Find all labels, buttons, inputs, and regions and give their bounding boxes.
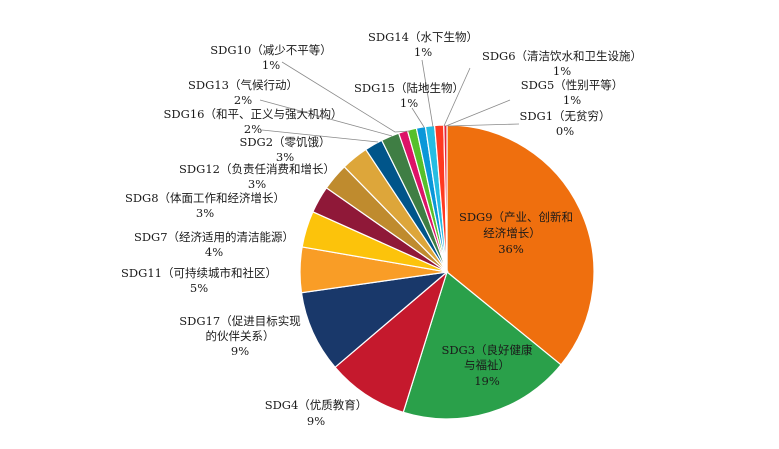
pie-slice-sdg1 xyxy=(443,124,448,273)
label-sdg16-pct: 2% xyxy=(244,122,262,136)
label-sdg6-line1: SDG6（清洁饮水和卫生设施） xyxy=(482,49,642,63)
label-sdg10-line1: SDG10（减少不平等） xyxy=(210,43,331,57)
label-sdg17-pct: 9% xyxy=(231,344,249,358)
label-sdg3-line1: SDG3（良好健康 xyxy=(441,343,533,357)
label-sdg3-pct: 19% xyxy=(474,374,500,388)
label-sdg7-line1: SDG7（经济适用的清洁能源） xyxy=(134,230,294,244)
leader-sdg14 xyxy=(421,59,434,128)
label-sdg3-line2: 与福祉） xyxy=(464,358,510,372)
pie-slice-sdg4 xyxy=(334,270,449,414)
label-sdg1-line1: SDG1（无贫穷） xyxy=(519,109,610,123)
label-sdg14-line1: SDG14（水下生物） xyxy=(368,30,478,44)
leader-sdg13 xyxy=(259,99,393,137)
label-sdg17-line1: SDG17（促进目标实现 xyxy=(179,314,300,328)
label-sdg5-line1: SDG5（性别平等） xyxy=(521,78,624,92)
label-sdg10-pct: 1% xyxy=(262,58,280,72)
label-sdg16-line1: SDG16（和平、正义与强大机构） xyxy=(164,107,343,121)
pie-slice-sdg17 xyxy=(300,271,449,369)
label-sdg2-line1: SDG2（零饥饿） xyxy=(239,135,330,149)
label-sdg13-pct: 2% xyxy=(234,93,252,107)
label-sdg11-line1: SDG11（可持续城市和社区） xyxy=(121,266,277,280)
label-sdg9-line2: 经济增长） xyxy=(483,226,541,240)
label-sdg14-pct: 1% xyxy=(414,45,432,59)
label-sdg7-pct: 4% xyxy=(205,245,223,259)
leader-lines xyxy=(259,59,520,143)
label-sdg8-pct: 3% xyxy=(196,206,214,220)
leader-sdg1 xyxy=(447,123,520,127)
leader-sdg15 xyxy=(411,107,425,128)
leader-sdg5 xyxy=(445,99,511,127)
label-sdg9-pct: 36% xyxy=(498,242,524,256)
label-sdg15-pct: 1% xyxy=(400,96,418,110)
leader-sdg6 xyxy=(443,67,471,127)
label-sdg8-line1: SDG8（体面工作和经济增长） xyxy=(125,191,285,205)
leader-sdg16 xyxy=(261,129,379,143)
leader-sdg10 xyxy=(281,61,411,133)
label-sdg12-pct: 3% xyxy=(248,177,266,191)
label-sdg4-line1: SDG4（优质教育） xyxy=(265,398,368,412)
label-sdg12-line1: SDG12（负责任消费和增长） xyxy=(179,162,335,176)
label-sdg17-line2: 的伙伴关系） xyxy=(206,329,275,343)
label-sdg13-line1: SDG13（气候行动） xyxy=(188,78,298,92)
label-sdg9-line1: SDG9（产业、创新和 xyxy=(459,210,573,224)
label-sdg1-pct: 0% xyxy=(556,124,574,138)
label-sdg5-pct: 1% xyxy=(563,93,581,107)
pie-slices xyxy=(299,124,595,420)
pie-slice-sdg9 xyxy=(446,124,595,366)
label-sdg15-line1: SDG15（陆地生物） xyxy=(354,81,464,95)
label-sdg11-pct: 5% xyxy=(190,281,208,295)
label-sdg2-pct: 3% xyxy=(276,150,294,164)
pie-slice-sdg3 xyxy=(402,270,562,420)
label-sdg4-pct: 9% xyxy=(307,414,325,428)
label-sdg6-pct: 1% xyxy=(553,64,571,78)
